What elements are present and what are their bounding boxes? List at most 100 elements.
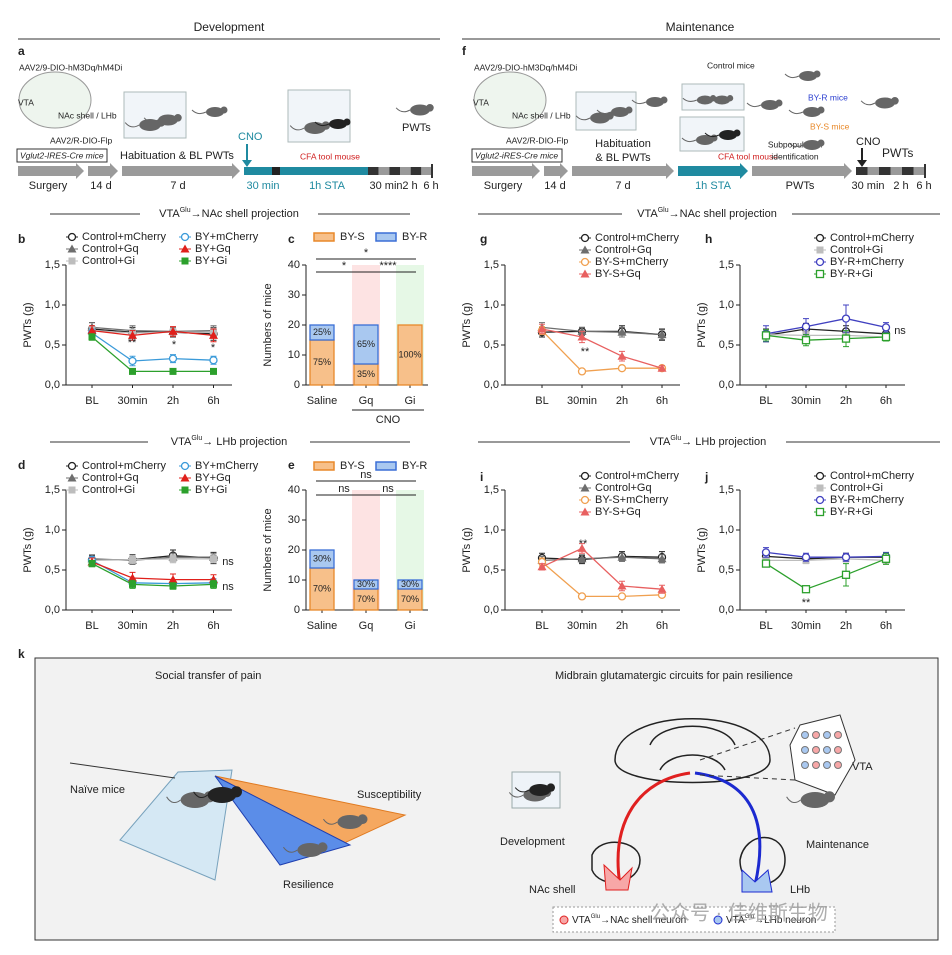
point <box>88 333 96 341</box>
point <box>169 367 177 375</box>
y-tick-label: 30 <box>288 289 300 301</box>
series-line <box>766 558 887 562</box>
section-sup: Glu <box>180 207 191 214</box>
y-tick-label: 0,5 <box>45 339 60 351</box>
bar-segment <box>397 324 423 386</box>
mouse-head <box>817 106 825 114</box>
mouse-head <box>426 103 434 112</box>
mouse-body <box>337 815 363 829</box>
panel-letter: e <box>288 458 295 472</box>
schematic-text: AAV2/9-DIO-hM3Dq/hM4Di <box>474 62 577 72</box>
point <box>128 356 137 366</box>
y-tick-label: 40 <box>288 259 300 271</box>
legend-label: BY-S+Gq <box>595 268 641 280</box>
bar-segment <box>397 579 423 590</box>
schematic-text: AAV2/R-DIO-Flp <box>50 135 112 145</box>
mouse-tail <box>508 792 524 798</box>
k-legend-box <box>552 906 836 933</box>
legend-label: Control+Gi <box>82 484 135 496</box>
schematic-text: Control mice <box>707 60 755 70</box>
mouse-head <box>220 106 228 114</box>
y-tick-label: 1,5 <box>719 484 734 496</box>
cage <box>287 89 351 143</box>
panel-letter: f <box>462 44 467 58</box>
y-tick-label: 0,0 <box>719 604 734 616</box>
legend-swatch <box>313 232 335 242</box>
section-title: VTAGlu→NAc shell projection <box>159 207 299 220</box>
sta-bar <box>244 167 368 175</box>
annotation: ns <box>338 483 350 495</box>
timeline-label: 2 h <box>893 180 908 192</box>
neuron-dot <box>801 761 809 769</box>
point <box>210 367 217 375</box>
schematic-text: Habituation & BL PWTs <box>120 150 234 162</box>
legend-marker <box>180 461 190 471</box>
series-line <box>765 334 887 341</box>
neuron-dot <box>834 761 842 769</box>
y-tick-label: 0,0 <box>719 379 734 391</box>
section-rules <box>50 213 940 443</box>
point <box>801 322 811 331</box>
schematic-text: CFA tool mouse <box>300 151 360 161</box>
point <box>617 364 627 373</box>
legend-label: Control+Gi <box>82 255 135 267</box>
mouse-tail <box>395 107 411 113</box>
mouse-tail <box>166 796 181 804</box>
point <box>577 332 587 341</box>
mouse-body <box>139 119 161 131</box>
legend-label: BY-S <box>340 231 365 243</box>
series-line <box>541 328 663 369</box>
panel-letter: c <box>288 232 295 246</box>
segment-label: 75% <box>313 357 331 367</box>
legend-marker <box>580 507 590 516</box>
y-tick-label: 1,5 <box>45 259 60 271</box>
timeline-arrow <box>752 163 852 179</box>
series-line <box>765 333 887 338</box>
segment-label: 30% <box>313 553 331 563</box>
legend-swatch <box>313 461 335 471</box>
timeline-segment <box>879 167 891 175</box>
mouse-body <box>158 114 178 126</box>
mouse-tail <box>289 125 305 131</box>
legend-label: BY-R+mCherry <box>830 494 904 506</box>
timeline-label: 6 h <box>916 180 931 192</box>
y-tick-label: 0,5 <box>719 564 734 576</box>
x-tick-label: BL <box>759 395 772 407</box>
timeline-label: 30 min <box>851 180 884 192</box>
point <box>577 543 587 552</box>
legend-marker <box>180 232 190 242</box>
mouse-body <box>713 95 731 105</box>
mouse-tail <box>699 97 715 102</box>
x-tick-label: 30min <box>567 395 597 407</box>
y-tick-label: 0,0 <box>484 379 499 391</box>
k-legend-post: →NAc shell neuron <box>600 915 686 926</box>
mouse-tail <box>681 137 697 143</box>
mice-box <box>16 148 108 163</box>
x-tick-label: 6h <box>880 395 892 407</box>
timeline-label: 2 h <box>402 180 417 192</box>
point <box>168 575 178 584</box>
section-pre: VTA <box>637 208 658 220</box>
section-post: →NAc shell projection <box>191 208 299 220</box>
point <box>617 327 627 336</box>
legend-marker <box>580 495 590 505</box>
series-line <box>541 330 662 373</box>
segment-label: 70% <box>357 594 375 604</box>
section-title: VTAGlu→NAc shell projection <box>637 207 777 220</box>
series-line <box>91 326 214 333</box>
nac-pathway <box>616 771 691 886</box>
mouse-tail <box>704 132 720 138</box>
schematic-text: PWTs <box>882 146 913 160</box>
mouse-tail <box>282 846 298 853</box>
legend-label: BY-S+Gq <box>595 506 641 518</box>
x-tick-label: 30min <box>791 395 821 407</box>
point <box>617 552 627 561</box>
point <box>537 562 547 571</box>
legend-label: Control+Gq <box>82 472 139 484</box>
annotation: * <box>364 247 369 259</box>
x-tick-label: 6h <box>207 395 219 407</box>
k-text: Susceptibility <box>357 789 422 801</box>
legend-marker <box>580 483 590 492</box>
legend-label: BY-R+mCherry <box>830 256 904 268</box>
